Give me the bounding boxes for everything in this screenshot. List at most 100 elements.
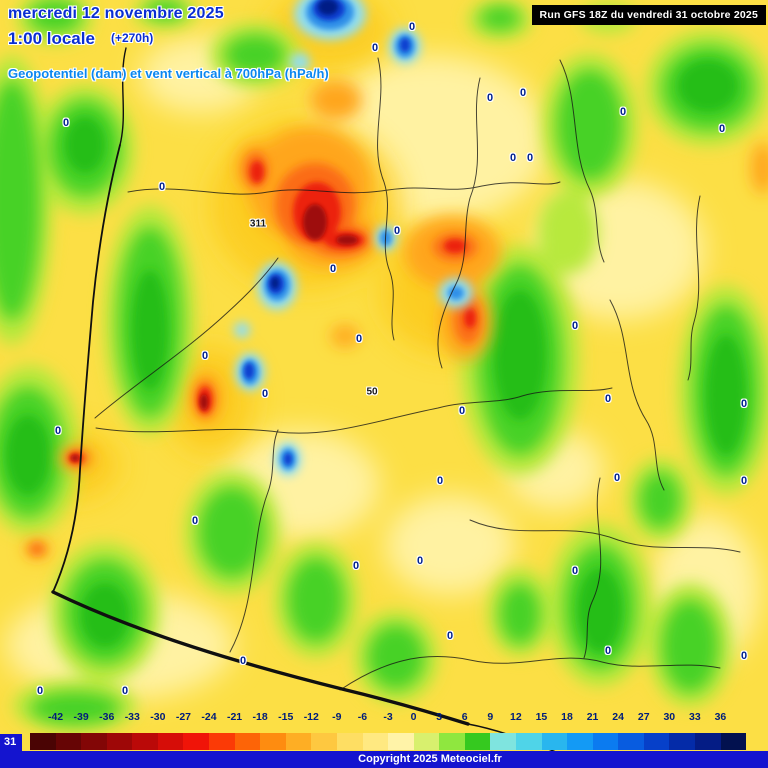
- map-subtitle: Geopotentiel (dam) et vent vertical à 70…: [8, 66, 329, 81]
- colorbar-segment: [234, 733, 261, 750]
- map-value-label: 0: [526, 152, 534, 164]
- map-value-label: 0: [329, 263, 337, 275]
- map-value-label: 0: [416, 555, 424, 567]
- colorbar-tick: 3: [436, 711, 443, 723]
- colorbar-tick: 36: [714, 711, 727, 723]
- colorbar-segment: [311, 733, 337, 750]
- colorbar-tick: -39: [73, 711, 89, 723]
- copyright-bar: Copyright 2025 Meteociel.fr: [0, 751, 768, 768]
- map-value-label: 0: [62, 117, 70, 129]
- colorbar-tick: 21: [586, 711, 599, 723]
- colorbar-segment: [618, 733, 644, 750]
- colorbar-ticks: -42 -39 -36 -33 -30 -27 -24 -21 -18 -15 -12 -9 -6 -3 0…: [30, 711, 746, 724]
- forecast-time-row: 1:00 locale (+270h): [8, 29, 153, 49]
- map-value-label: 0: [619, 106, 627, 118]
- map-value-label: 0: [121, 685, 129, 697]
- colorbar-segment: [260, 733, 286, 750]
- colorbar-segment: [490, 733, 516, 750]
- colorbar-segment: [132, 733, 158, 750]
- colorbar-segment: [388, 733, 414, 750]
- map-value-label: 0: [393, 225, 401, 237]
- dark-red-cores: [71, 204, 358, 461]
- colorbar-tick: 18: [561, 711, 573, 723]
- geo-borders: [94, 57, 741, 691]
- colorbar: [30, 733, 747, 750]
- colorbar-tick: -27: [175, 711, 192, 723]
- colorbar-segment: [413, 733, 440, 750]
- colorbar-segment: [336, 733, 363, 750]
- map-value-label: 0: [201, 350, 209, 362]
- colorbar-segment: [515, 733, 542, 750]
- colorbar-segment: [464, 733, 491, 750]
- colorbar-tick: -36: [99, 711, 115, 723]
- forecast-offset: (+270h): [110, 31, 154, 45]
- colorbar-segment: [439, 733, 465, 750]
- colorbar-segment: [183, 733, 210, 750]
- forecast-date: mercredi 12 novembre 2025: [8, 5, 224, 22]
- colorbar-segment: [157, 733, 184, 750]
- colorbar-tick: 24: [612, 711, 624, 723]
- map-value-label: 0: [604, 393, 612, 405]
- colorbar-segment: [81, 733, 107, 750]
- map-value-label: 0: [261, 388, 269, 400]
- map-value-label: 0: [458, 405, 466, 417]
- colorbar-segment: [285, 733, 312, 750]
- colorbar-tick: -15: [278, 711, 294, 723]
- colorbar-segment: [695, 733, 721, 750]
- colorbar-tick: -33: [124, 711, 140, 723]
- map-value-label: 0: [740, 650, 748, 662]
- colorbar-segment: [567, 733, 593, 750]
- navy-cores: [271, 0, 338, 289]
- map-value-label: 0: [613, 472, 621, 484]
- colorbar-tick: 27: [637, 711, 650, 723]
- map-value-label: 0: [740, 475, 748, 487]
- colorbar-segment: [55, 733, 82, 750]
- colorbar-tick: 30: [663, 711, 676, 723]
- colorbar-tick: -12: [303, 711, 319, 723]
- colorbar-tick: 0: [410, 711, 417, 723]
- map-value-label: 0: [740, 398, 748, 410]
- contour-label: 311: [249, 218, 267, 230]
- colorbar-segment: [541, 733, 568, 750]
- colorbar-tick: -21: [226, 711, 243, 723]
- colorbar-tick: -42: [47, 711, 64, 723]
- map-value-label: 0: [436, 475, 444, 487]
- colorbar-tick: 33: [689, 711, 701, 723]
- map-value-label: 0: [486, 92, 494, 104]
- colorbar-tick: -3: [383, 711, 393, 723]
- map-value-label: 0: [509, 152, 517, 164]
- copyright-text: Copyright 2025 Meteociel.fr: [358, 753, 502, 765]
- map-value-label: 0: [446, 630, 454, 642]
- contour-label: 50: [366, 386, 378, 398]
- forecast-time: 1:00 locale: [8, 29, 95, 48]
- run-info: Run GFS 18Z du vendredi 31 octobre 2025: [531, 5, 766, 25]
- contour-corner-label: 31: [0, 734, 23, 751]
- colorbar-tick: 9: [487, 711, 494, 723]
- map-value-label: 0: [158, 181, 166, 193]
- map-value-label: 0: [718, 123, 726, 135]
- colorbar-segment: [30, 733, 56, 750]
- map-value-label: 0: [191, 515, 199, 527]
- map-value-label: 0: [604, 645, 612, 657]
- colorbar-tick: -30: [150, 711, 166, 723]
- colorbar-tick: 15: [535, 711, 548, 723]
- colorbar-tick: -18: [252, 711, 268, 723]
- colorbar-tick: -9: [332, 711, 342, 723]
- colorbar-segment: [362, 733, 389, 750]
- colorbar-tick: 12: [510, 711, 522, 723]
- map-value-label: 0: [355, 333, 363, 345]
- colorbar-tick: 6: [461, 711, 468, 723]
- colorbar-segment: [720, 733, 747, 750]
- colorbar-segment: [209, 733, 235, 750]
- map-value-label: 0: [571, 565, 579, 577]
- map-value-label: 0: [352, 560, 360, 572]
- map-value-label: 0: [239, 655, 247, 667]
- colorbar-segment: [643, 733, 670, 750]
- colorbar-tick: -6: [357, 711, 368, 723]
- colorbar-segment: [106, 733, 133, 750]
- map-value-label: 0: [54, 425, 62, 437]
- map-value-label: 0: [408, 21, 416, 33]
- colorbar-segment: [592, 733, 619, 750]
